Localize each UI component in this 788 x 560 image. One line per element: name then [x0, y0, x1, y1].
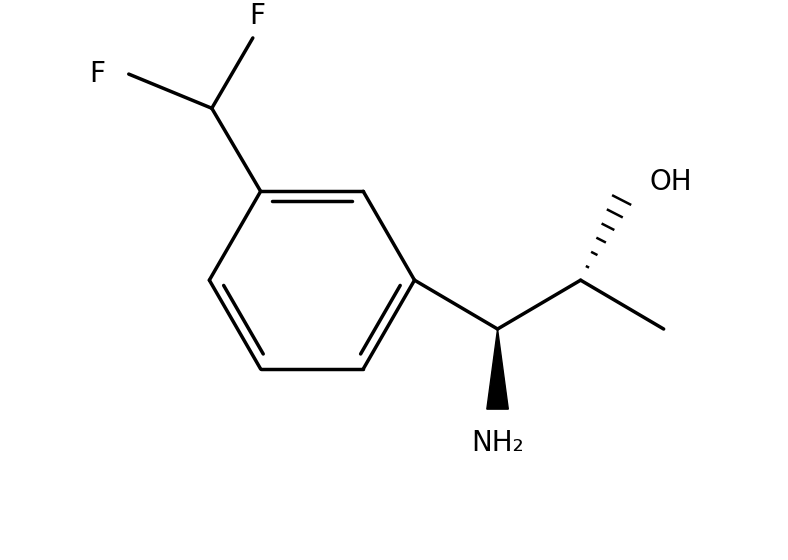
Text: F: F: [90, 60, 106, 88]
Text: NH₂: NH₂: [471, 430, 524, 458]
Text: OH: OH: [649, 169, 692, 197]
Text: F: F: [250, 2, 266, 30]
Polygon shape: [487, 329, 508, 409]
